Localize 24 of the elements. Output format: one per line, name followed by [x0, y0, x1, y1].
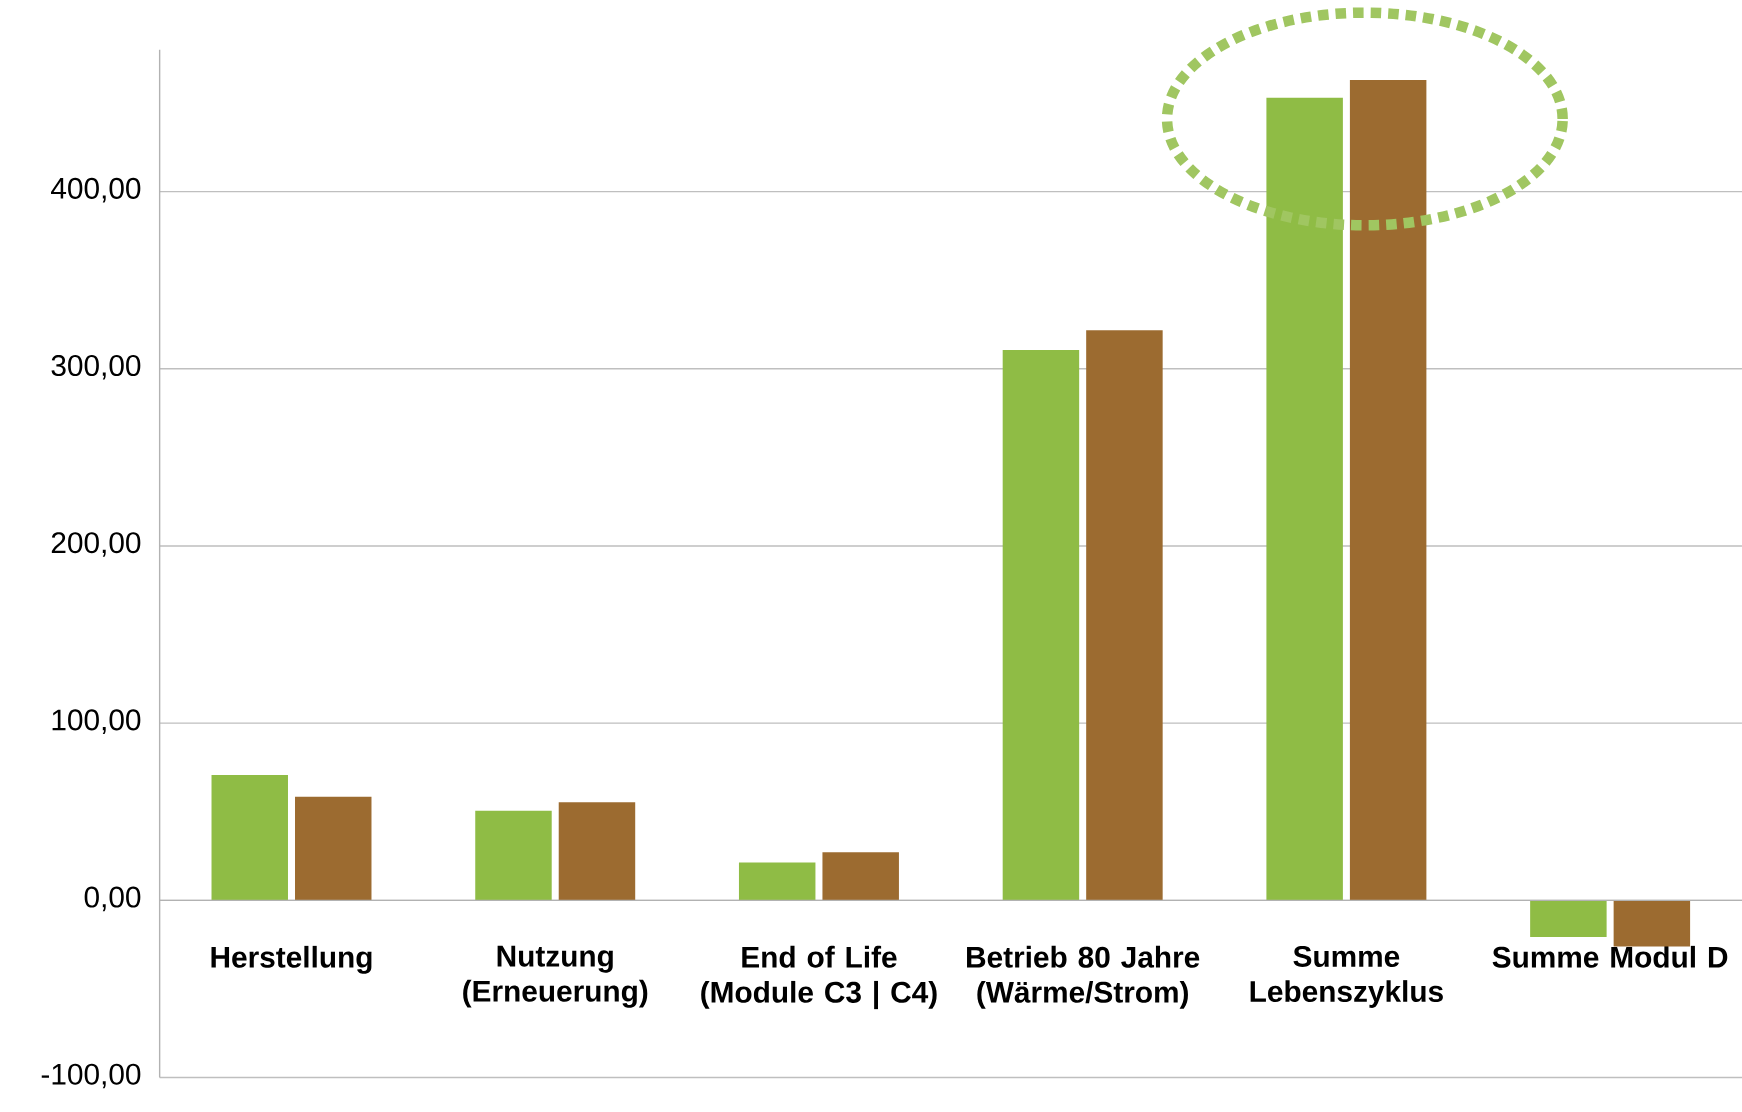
- x-tick-label: Herstellung: [211, 945, 372, 974]
- bar: [295, 796, 372, 901]
- x-tick-label: Summe Modul D: [1492, 945, 1728, 968]
- y-tick-label: -100,00: [41, 1063, 141, 1089]
- bar: [475, 810, 552, 901]
- bar: [1002, 349, 1080, 901]
- y-tick-label: 0,00: [84, 886, 141, 911]
- y-tick-label: 200,00: [51, 531, 141, 557]
- y-tick-label: 400,00: [51, 177, 141, 203]
- bar: [1530, 900, 1607, 937]
- bar: [1613, 900, 1691, 947]
- x-tick-label: End of Life (Module C3 | C4): [701, 945, 937, 1009]
- bar: [211, 774, 288, 901]
- bar: [822, 852, 899, 901]
- bar: [1266, 97, 1343, 901]
- y-tick-label: 300,00: [51, 354, 141, 380]
- bar: [558, 802, 636, 901]
- bar: [1086, 329, 1163, 901]
- bar: [1349, 79, 1427, 901]
- y-tick-label: 100,00: [52, 709, 141, 734]
- x-tick-label: Nutzung (Erneuerung): [463, 945, 648, 1008]
- x-tick-label: Summe Lebenszyklus: [1250, 945, 1443, 1008]
- x-tick-label: Betrieb 80 Jahre (Wärme/Strom): [967, 945, 1200, 1009]
- bar: [738, 862, 816, 901]
